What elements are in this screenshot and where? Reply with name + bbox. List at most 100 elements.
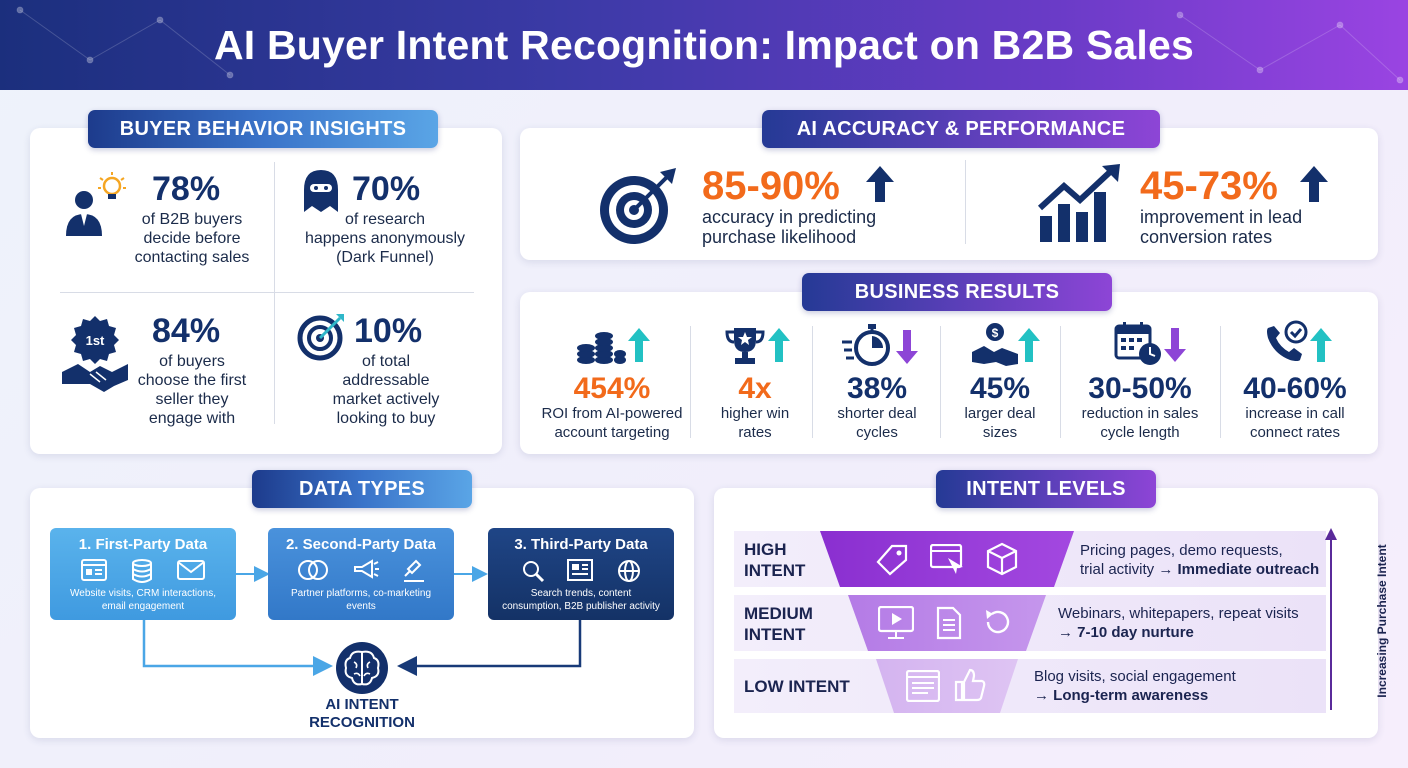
buyer-behavior-card — [30, 128, 502, 454]
result-label: ROI from AI-powered account targeting — [541, 405, 683, 441]
ai-accuracy-heading: AI ACCURACY & PERFORMANCE — [762, 110, 1160, 148]
buyer-behavior-heading: BUYER BEHAVIOR INSIGHTS — [88, 110, 438, 148]
box-title: 1. First-Party Data — [78, 536, 208, 553]
first-badge-handshake-icon: 1st — [60, 314, 130, 399]
megaphone-icon — [354, 559, 379, 579]
stat-label: of total addressable market actively loo… — [332, 353, 440, 427]
box-icon — [986, 542, 1018, 581]
money-handshake-icon: $ — [972, 322, 1018, 373]
blog-page-icon — [905, 669, 941, 707]
low-intent-description: Blog visits, social engagement → Long-te… — [1034, 668, 1236, 704]
purchase-intent-axis-label: Increasing Purchase Intent — [1375, 544, 1389, 698]
page-title: AI Buyer Intent Recognition: Impact on B… — [213, 21, 1195, 68]
divider — [60, 292, 474, 293]
stat-label: of B2B buyers decide before contacting s… — [134, 211, 250, 266]
result-value: 45% — [969, 372, 1031, 405]
ai-hub-label: AI INTENT RECOGNITION — [309, 696, 415, 731]
intent-levels-heading: INTENT LEVELS — [936, 470, 1156, 508]
stat-label: of buyers choose the first seller they e… — [137, 353, 247, 427]
result-value: 4x — [738, 372, 772, 405]
price-tag-icon — [876, 544, 908, 581]
target-arrow-icon — [596, 164, 680, 253]
result-label: reduction in sales cycle length — [1081, 405, 1199, 441]
divider — [1220, 326, 1221, 438]
result-label: increase in call connect rates — [1245, 405, 1345, 441]
conversion-label: improvement in lead conversion rates — [1140, 207, 1303, 247]
result-value: 30-50% — [1088, 372, 1192, 405]
data-flow-connectors — [142, 566, 582, 676]
email-icon — [177, 560, 205, 580]
box-title: 3. Third-Party Data — [514, 536, 648, 553]
phone-check-icon — [1264, 320, 1310, 369]
target-icon — [296, 310, 348, 367]
box-title: 2. Second-Party Data — [285, 536, 437, 553]
result-label: shorter deal cycles — [837, 405, 917, 441]
trend-up-icon — [628, 328, 650, 367]
stat-value: 84% — [152, 312, 221, 350]
stat-value: 10% — [354, 312, 423, 350]
svg-text:$: $ — [992, 326, 999, 340]
database-icon — [132, 559, 152, 583]
browser-click-icon — [929, 543, 964, 581]
second-party-data-box[interactable]: 2. Second-Party Data Partner platforms, … — [268, 528, 454, 620]
trophy-icon — [724, 324, 766, 371]
magnifier-icon — [523, 561, 545, 583]
newspaper-icon — [567, 559, 593, 581]
overlap-circles-icon — [298, 560, 328, 580]
stat-value: 78% — [152, 170, 221, 208]
divider — [965, 160, 966, 244]
result-label: larger deal sizes — [964, 405, 1036, 441]
result-value: 454% — [573, 372, 651, 405]
trend-up-icon — [1310, 328, 1332, 367]
box-description: Partner platforms, co-marketing events — [290, 588, 432, 612]
thumbs-up-icon — [954, 668, 986, 707]
third-party-data-box[interactable]: 3. Third-Party Data Search trends, conte… — [488, 528, 674, 620]
accuracy-value: 85-90% — [702, 164, 840, 208]
result-value: 40-60% — [1243, 372, 1347, 405]
first-party-data-box[interactable]: 1. First-Party Data Website visits, CRM … — [50, 528, 236, 620]
business-results-card — [520, 292, 1378, 454]
divider — [690, 326, 691, 438]
box-description: Search trends, content consumption, B2B … — [502, 588, 660, 612]
trend-down-icon — [896, 330, 918, 369]
result-value: 38% — [846, 372, 908, 405]
globe-icon — [618, 560, 640, 582]
intent-funnel — [820, 528, 1337, 713]
arrow-up-icon — [1300, 166, 1328, 207]
coins-icon — [576, 326, 626, 371]
trend-down-icon — [1164, 328, 1186, 367]
anonymous-hood-icon — [296, 168, 346, 219]
trend-up-icon — [1018, 328, 1040, 367]
network-pattern — [16, 6, 1404, 84]
divider — [940, 326, 941, 438]
low-intent-row — [734, 659, 1326, 713]
conversion-value: 45-73% — [1140, 164, 1278, 208]
header-banner: AI Buyer Intent Recognition: Impact on B… — [0, 0, 1408, 90]
refresh-icon — [982, 606, 1014, 643]
stopwatch-icon — [842, 322, 892, 373]
stamp-icon — [404, 559, 424, 582]
divider — [274, 162, 275, 424]
divider — [1060, 326, 1061, 438]
arrow-up-icon — [866, 166, 894, 207]
video-icon — [877, 605, 915, 645]
stat-value: 70% — [352, 170, 421, 208]
brain-icon — [334, 640, 390, 701]
high-intent-label: HIGH INTENT — [744, 540, 806, 580]
result-label: higher win rates — [720, 405, 790, 441]
person-lightbulb-icon — [62, 170, 132, 245]
growth-chart-icon — [1036, 162, 1122, 249]
trend-up-icon — [768, 328, 790, 367]
low-intent-label: LOW INTENT — [744, 677, 850, 696]
box-description: Website visits, CRM interactions, email … — [70, 588, 216, 612]
high-intent-description: Pricing pages, demo requests, trial acti… — [1080, 542, 1320, 578]
accuracy-label: accuracy in predicting purchase likeliho… — [702, 207, 877, 247]
business-results-heading: BUSINESS RESULTS — [802, 273, 1112, 311]
data-types-heading: DATA TYPES — [252, 470, 472, 508]
stat-label: of research happens anonymously (Dark Fu… — [304, 211, 466, 266]
divider — [812, 326, 813, 438]
document-icon — [936, 606, 962, 645]
medium-intent-description: Webinars, whitepapers, repeat visits → 7… — [1058, 605, 1299, 641]
medium-intent-label: MEDIUM INTENT — [744, 604, 813, 644]
badge-text: 1st — [86, 333, 105, 348]
